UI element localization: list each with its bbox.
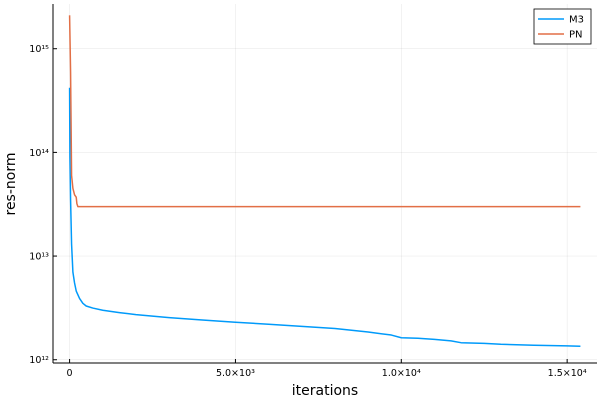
series-line-pn xyxy=(68,15,581,208)
series-line-m3 xyxy=(68,87,581,347)
y-tick-label: 10¹² xyxy=(29,355,49,366)
x-tick-label: 1.5×10⁴ xyxy=(548,368,587,379)
series-group xyxy=(68,15,581,347)
y-tick-label: 10¹³ xyxy=(29,252,49,263)
x-axis-label: iterations xyxy=(292,383,358,399)
x-tick-label: 0 xyxy=(67,368,73,379)
x-tick-label: 1.0×10⁴ xyxy=(382,368,421,379)
y-tick-label: 10¹⁴ xyxy=(29,148,49,159)
legend-label-pn: PN xyxy=(569,30,583,41)
y-tick-label: 10¹⁵ xyxy=(29,44,49,55)
y-ticks: 10¹² 10¹³ 10¹⁴ 10¹⁵ xyxy=(29,44,57,366)
grid-lines xyxy=(53,4,597,363)
axes xyxy=(52,4,597,364)
x-ticks: 0 5.0×10³ 1.0×10⁴ 1.5×10⁴ xyxy=(67,359,587,379)
legend-box xyxy=(533,8,592,45)
x-tick-label: 5.0×10³ xyxy=(216,368,255,379)
legend: M3 PN xyxy=(533,8,592,45)
y-axis-label: res-norm xyxy=(3,153,19,216)
legend-label-m3: M3 xyxy=(569,15,584,26)
